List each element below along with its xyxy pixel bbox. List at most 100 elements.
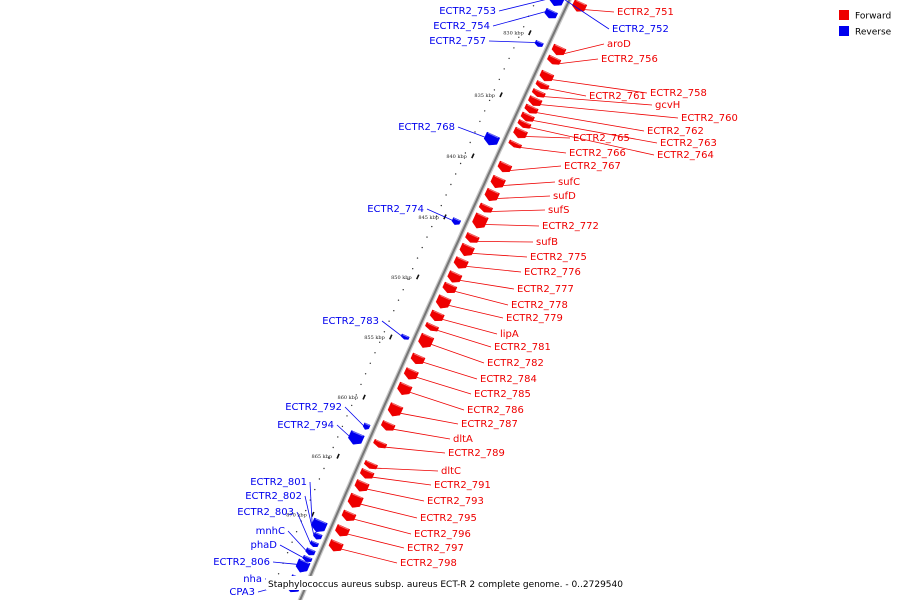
gene-label[interactable]: ECTR2_792 — [285, 402, 342, 413]
forward-gene[interactable] — [341, 509, 357, 521]
gene-label[interactable]: ECTR2_758 — [650, 88, 707, 99]
reverse-gene[interactable] — [483, 131, 501, 146]
reverse-gene[interactable] — [348, 430, 365, 445]
gene-label[interactable]: ECTR2_752 — [612, 24, 669, 35]
reverse-gene[interactable] — [362, 422, 371, 430]
forward-gene[interactable] — [328, 539, 344, 552]
forward-gene[interactable] — [465, 232, 480, 243]
gene-label[interactable]: ECTR2_756 — [601, 54, 658, 65]
reverse-gene[interactable] — [549, 0, 565, 6]
gene-label[interactable]: ECTR2_761 — [589, 91, 646, 102]
gene-label[interactable]: ECTR2_791 — [434, 480, 491, 491]
reverse-gene[interactable] — [400, 333, 410, 340]
gene-label[interactable]: dltA — [453, 434, 473, 445]
gene-label[interactable]: sufC — [558, 177, 580, 188]
gene-label[interactable]: nha — [243, 574, 262, 585]
forward-gene[interactable] — [424, 321, 440, 332]
gene-label[interactable]: ECTR2_784 — [480, 374, 537, 385]
gene-label[interactable]: ECTR2_782 — [487, 358, 544, 369]
forward-gene[interactable] — [418, 332, 435, 348]
gene-label[interactable]: ECTR2_801 — [250, 477, 307, 488]
forward-gene[interactable] — [513, 126, 529, 139]
forward-gene[interactable] — [531, 88, 546, 98]
forward-gene[interactable] — [403, 367, 419, 380]
forward-gene[interactable] — [546, 54, 562, 65]
gene-label[interactable]: mnhC — [256, 526, 285, 537]
gene-label[interactable]: ECTR2_794 — [277, 420, 334, 431]
reverse-gene[interactable] — [311, 517, 328, 533]
gene-label[interactable]: ECTR2_767 — [564, 161, 621, 172]
forward-gene[interactable] — [335, 524, 351, 537]
gene-label[interactable]: ECTR2_781 — [494, 342, 551, 353]
forward-gene[interactable] — [528, 95, 543, 106]
gene-label[interactable]: ECTR2_777 — [517, 284, 574, 295]
gene-label[interactable]: sufD — [553, 191, 576, 202]
forward-gene[interactable] — [347, 492, 364, 508]
reverse-gene[interactable] — [295, 558, 311, 573]
forward-gene[interactable] — [354, 479, 370, 492]
forward-gene[interactable] — [453, 256, 469, 269]
reverse-gene[interactable] — [451, 217, 462, 225]
gene-label[interactable]: ECTR2_779 — [506, 313, 563, 324]
reverse-gene[interactable] — [534, 39, 544, 47]
gene-label[interactable]: ECTR2_760 — [681, 113, 738, 124]
forward-gene[interactable] — [535, 80, 550, 90]
forward-gene[interactable] — [380, 420, 396, 431]
forward-gene[interactable] — [447, 270, 463, 283]
gene-label[interactable]: phaD — [250, 540, 277, 551]
forward-gene[interactable] — [517, 119, 532, 129]
forward-gene[interactable] — [435, 294, 452, 309]
gene-label[interactable]: ECTR2_793 — [427, 496, 484, 507]
forward-gene[interactable] — [539, 69, 555, 82]
forward-gene[interactable] — [497, 160, 513, 173]
gene-label[interactable]: ECTR2_789 — [448, 448, 505, 459]
gene-label[interactable]: ECTR2_766 — [569, 148, 626, 159]
gene-label[interactable]: ECTR2_768 — [398, 122, 455, 133]
gene-label[interactable]: ECTR2_787 — [461, 419, 518, 430]
gene-label[interactable]: ECTR2_754 — [433, 21, 490, 32]
forward-gene[interactable] — [572, 0, 588, 12]
gene-label[interactable]: ECTR2_806 — [213, 557, 270, 568]
gene-label[interactable]: aroD — [607, 39, 631, 50]
gene-label[interactable]: CPA3 — [229, 587, 255, 598]
gene-label[interactable]: ECTR2_796 — [414, 529, 471, 540]
gene-label[interactable]: dltC — [441, 466, 461, 477]
reverse-gene[interactable] — [309, 540, 320, 547]
forward-gene[interactable] — [363, 459, 379, 470]
gene-label[interactable]: ECTR2_774 — [367, 204, 424, 215]
gene-label[interactable]: lipA — [500, 329, 519, 340]
gene-label[interactable]: ECTR2_765 — [573, 133, 630, 144]
gene-label[interactable]: gcvH — [655, 100, 680, 111]
gene-label[interactable]: ECTR2_786 — [467, 405, 524, 416]
gene-label[interactable]: ECTR2_795 — [420, 513, 477, 524]
forward-gene[interactable] — [397, 381, 413, 395]
forward-gene[interactable] — [508, 139, 523, 149]
forward-gene[interactable] — [359, 467, 375, 479]
forward-gene[interactable] — [429, 309, 445, 322]
forward-gene[interactable] — [373, 438, 388, 449]
forward-gene[interactable] — [484, 187, 500, 202]
gene-label[interactable]: ECTR2_753 — [439, 6, 496, 17]
gene-label[interactable]: ECTR2_776 — [524, 267, 581, 278]
gene-label[interactable]: ECTR2_757 — [429, 36, 486, 47]
gene-label[interactable]: ECTR2_797 — [407, 543, 464, 554]
gene-label[interactable]: ECTR2_783 — [322, 316, 379, 327]
gene-label[interactable]: ECTR2_751 — [617, 7, 674, 18]
gene-label[interactable]: ECTR2_764 — [657, 150, 714, 161]
forward-gene[interactable] — [459, 242, 475, 257]
forward-gene[interactable] — [524, 103, 539, 114]
forward-gene[interactable] — [520, 111, 535, 122]
forward-gene[interactable] — [387, 402, 404, 417]
gene-label[interactable]: ECTR2_772 — [542, 221, 599, 232]
reverse-gene[interactable] — [544, 7, 559, 19]
gene-label[interactable]: ECTR2_778 — [511, 300, 568, 311]
forward-gene[interactable] — [442, 281, 458, 294]
reverse-gene[interactable] — [302, 554, 313, 562]
forward-gene[interactable] — [551, 43, 567, 56]
gene-label[interactable]: ECTR2_762 — [647, 126, 704, 137]
gene-label[interactable]: ECTR2_802 — [245, 491, 302, 502]
gene-label[interactable]: ECTR2_803 — [237, 507, 294, 518]
forward-gene[interactable] — [478, 202, 494, 213]
gene-label[interactable]: sufS — [548, 205, 569, 216]
gene-label[interactable]: ECTR2_785 — [474, 389, 531, 400]
